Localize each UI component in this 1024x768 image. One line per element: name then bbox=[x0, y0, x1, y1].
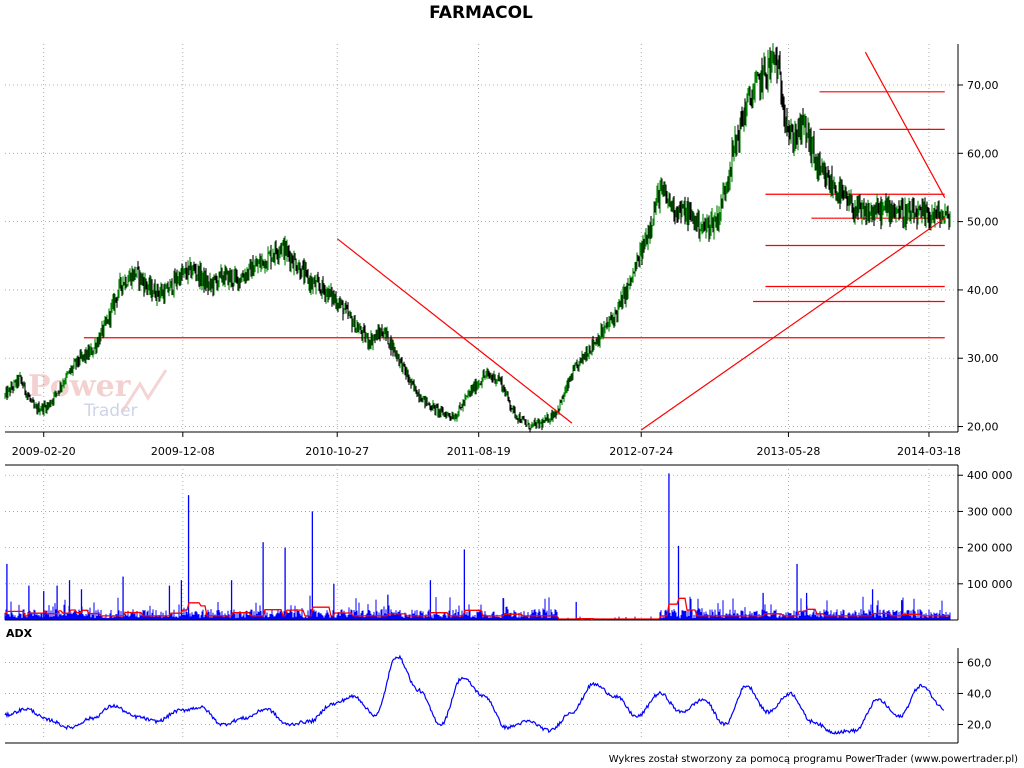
y-tick-label: 20,00 bbox=[967, 421, 999, 434]
adx-y-tick-label: 40,0 bbox=[967, 687, 992, 700]
volume-y-tick-label: 100 000 bbox=[967, 578, 1013, 591]
volume-y-tick-label: 300 000 bbox=[967, 505, 1013, 518]
adx-path bbox=[4, 654, 945, 735]
y-tick-label: 60,00 bbox=[967, 147, 999, 160]
volume-average-line bbox=[4, 597, 949, 620]
adx-y-tick-label: 20,0 bbox=[967, 718, 992, 731]
price-y-ticks: 20,00 30,00 40,00 50,00 60,00 70,00 bbox=[958, 79, 999, 434]
support-resistance-lines bbox=[83, 91, 945, 339]
watermark-arrow-icon bbox=[120, 369, 168, 413]
volume-y-ticks: 100 000 200 000 300 000 400 000 bbox=[958, 469, 1013, 591]
watermark-trader-text: Trader bbox=[83, 401, 138, 421]
x-tick-label: 2009-12-08 bbox=[151, 445, 215, 458]
adx-grid bbox=[5, 644, 958, 740]
trend-lines bbox=[336, 51, 946, 431]
powertrader-watermark: Power Trader bbox=[28, 369, 168, 421]
adx-line bbox=[4, 654, 945, 735]
footer-credit: Wykres został stworzony za pomocą progra… bbox=[609, 754, 1018, 765]
volume-panel: 100 000 200 000 300 000 400 000 bbox=[4, 464, 1013, 621]
price-x-ticks: 2009-02-20 2009-12-08 2010-10-27 2011-08-19… bbox=[12, 432, 961, 458]
volume-y-tick-label: 400 000 bbox=[967, 469, 1013, 482]
x-tick-label: 2012-07-24 bbox=[609, 445, 673, 458]
adx-panel: ADX 20,0 40,0 60,0 bbox=[4, 627, 992, 744]
x-tick-label: 2011-08-19 bbox=[447, 445, 511, 458]
adx-y-tick-label: 60,0 bbox=[967, 656, 992, 669]
volume-grid bbox=[5, 465, 958, 620]
y-tick-label: 50,00 bbox=[967, 216, 999, 229]
x-tick-label: 2013-05-28 bbox=[756, 445, 820, 458]
y-tick-label: 40,00 bbox=[967, 284, 999, 297]
trend-line bbox=[640, 217, 946, 431]
watermark-power-text: Power bbox=[28, 369, 132, 404]
x-tick-label: 2010-10-27 bbox=[305, 445, 369, 458]
adx-panel-label: ADX bbox=[6, 627, 33, 640]
adx-y-ticks: 20,0 40,0 60,0 bbox=[958, 656, 992, 731]
trend-line bbox=[864, 51, 946, 198]
y-tick-label: 70,00 bbox=[967, 79, 999, 92]
price-grid bbox=[5, 44, 958, 432]
volume-y-tick-label: 200 000 bbox=[967, 542, 1013, 555]
chart-title: FARMACOL bbox=[429, 3, 533, 23]
trend-line bbox=[336, 238, 573, 424]
x-tick-label: 2014-03-18 bbox=[897, 445, 961, 458]
volume-average-path bbox=[4, 597, 949, 620]
price-panel: 20,00 30,00 40,00 50,00 60,00 70,00 2009-02-2… bbox=[4, 43, 999, 458]
y-tick-label: 30,00 bbox=[967, 352, 999, 365]
x-tick-label: 2009-02-20 bbox=[12, 445, 76, 458]
price-candles bbox=[4, 43, 951, 433]
